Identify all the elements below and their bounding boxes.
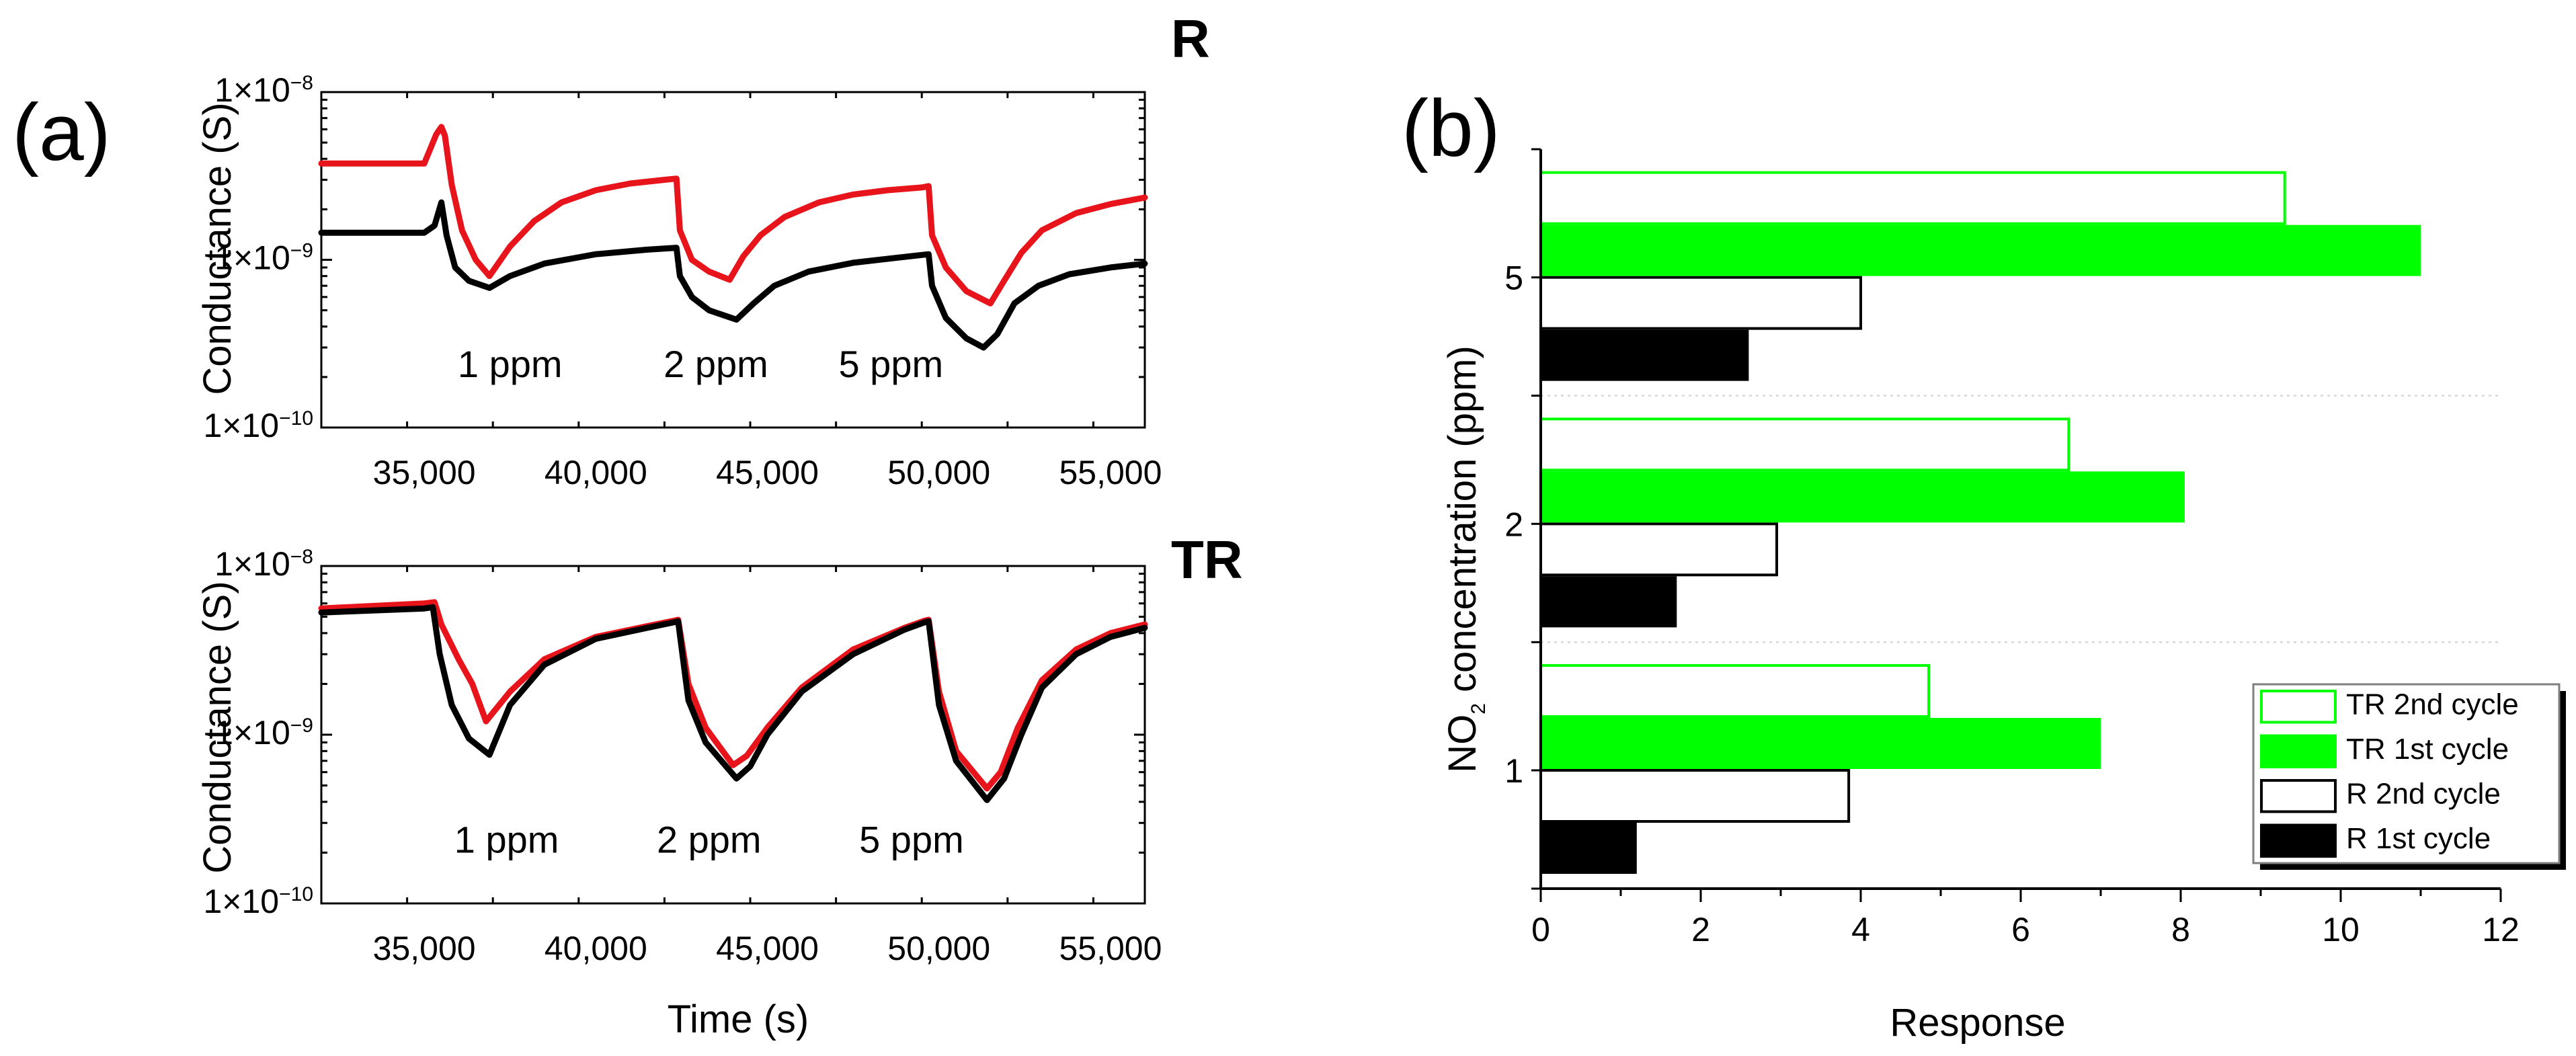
bar-r-2nd-cycle-5ppm [1539,276,1862,330]
bar-r-2nd-cycle-1ppm [1539,769,1851,823]
bar-r-1st-cycle-2ppm [1541,576,1677,628]
bar-x-tick-label: 0 [1531,911,1550,948]
top-x-tick-label: 35,000 [373,454,476,491]
bottom-y-tick-base: 1×10 [214,545,290,583]
bottom-y-tick-exp: −9 [290,715,313,737]
top-y-tick-label: 1×10−9 [214,239,313,277]
bar-x-tick-label: 4 [1851,911,1870,948]
bottom-x-axis-title: Time (s) [668,998,809,1041]
top-y-tick-exp: −8 [290,72,313,94]
legend-label: TR 1st cycle [2346,733,2509,766]
bar-x-axis-title: Response [1890,1001,2065,1045]
bar-x-tick-label: 6 [2011,911,2030,948]
top-concentration-label: 2 ppm [663,343,768,385]
bottom-y-tick-base: 1×10 [214,714,290,752]
sample-tag-tr: TR [1171,530,1243,590]
bar-tr-1st-cycle-1ppm [1541,718,2101,769]
top-x-tick-label: 40,000 [545,454,647,491]
bottom-series-black-curve [318,604,1148,803]
bar-x-tick-label: 2 [1691,911,1710,948]
sample-tag-r: R [1171,9,1210,69]
bar-y-axis-title-pre: NO [1441,715,1484,773]
top-y-axis-title: Conductance (S) [196,102,239,395]
bar-r-1st-cycle-1ppm [1541,823,1637,874]
bar-y-tick-label: 2 [1504,505,1523,543]
bottom-y-tick-label: 1×10−8 [214,545,313,583]
bar-r-2nd-cycle-2ppm [1539,522,1779,577]
bar-r-1st-cycle-5ppm [1541,329,1749,381]
top-y-tick-base: 1×10 [214,71,290,109]
top-y-tick-exp: −10 [279,407,313,430]
bar-x-tick-label: 8 [2171,911,2190,948]
top-y-tick-label: 1×10−8 [214,71,313,109]
bar-x-tick-label: 12 [2482,911,2520,948]
bar-tr-1st-cycle-2ppm [1541,471,2185,523]
bottom-y-axis-title: Conductance (S) [196,581,239,873]
legend-swatch [2260,734,2337,768]
bar-y-axis-title-sub: 2 [1467,703,1490,715]
bar-tr-2nd-cycle-5ppm [1539,171,2286,225]
bottom-x-tick-label: 45,000 [716,930,819,967]
top-y-tick-exp: −9 [290,240,313,262]
legend-label: R 1st cycle [2346,822,2491,855]
bottom-x-tick-label: 55,000 [1059,930,1162,967]
legend-label: R 2nd cycle [2346,778,2501,811]
bottom-concentration-label: 1 ppm [454,818,559,860]
panel-b-label: (b) [1402,83,1500,173]
legend-swatch [2260,690,2337,724]
bottom-y-tick-label: 1×10−9 [214,714,313,752]
top-x-tick-label: 55,000 [1059,454,1162,491]
bottom-y-tick-base: 1×10 [203,883,279,920]
bottom-conductance-chart: Conductance (S) Time (s) 35,000 40,000 45,… [196,545,1162,1041]
bar-tr-2nd-cycle-1ppm [1539,664,1931,718]
bottom-x-tick-label: 50,000 [887,930,990,967]
bottom-y-tick-exp: −10 [279,883,313,905]
top-concentration-label: 1 ppm [458,343,563,385]
bar-y-tick-label: 1 [1504,752,1523,790]
bar-tr-1st-cycle-5ppm [1541,225,2421,276]
top-y-tick-base: 1×10 [214,239,290,277]
bottom-y-tick-exp: −8 [290,546,313,568]
bar-x-tick-label: 10 [2322,911,2360,948]
panel-a-label: (a) [12,87,111,177]
legend-swatch [2260,779,2337,813]
top-y-tick-label: 1×10−10 [203,407,313,444]
legend-label: TR 2nd cycle [2346,688,2519,721]
top-x-tick-label: 45,000 [716,454,819,491]
top-series-black-curve [318,199,1148,351]
top-conductance-chart: Conductance (S) 35,000 40,000 45,000 50,000… [196,71,1162,491]
bottom-concentration-label: 2 ppm [657,818,762,860]
bottom-y-tick-label: 1×10−10 [203,883,313,920]
bottom-series-red-curve [318,599,1148,792]
top-x-tick-label: 50,000 [887,454,990,491]
bar-y-tick-label: 5 [1504,259,1523,297]
bottom-concentration-label: 5 ppm [859,818,964,860]
bar-tr-2nd-cycle-2ppm [1539,417,2070,472]
bottom-x-tick-label: 35,000 [373,930,476,967]
top-concentration-label: 5 ppm [838,343,943,385]
legend-swatch [2260,823,2337,858]
bottom-x-tick-label: 40,000 [545,930,647,967]
bar-y-axis-title-post: concentration (ppm) [1441,346,1484,703]
top-series-red-curve [318,124,1148,307]
legend: TR 2nd cycle TR 1st cycle R 2nd cycle R 1st… [2252,683,2566,870]
bar-y-axis-title: NO2 concentration (ppm) [1441,346,1490,773]
top-y-tick-base: 1×10 [203,407,279,444]
